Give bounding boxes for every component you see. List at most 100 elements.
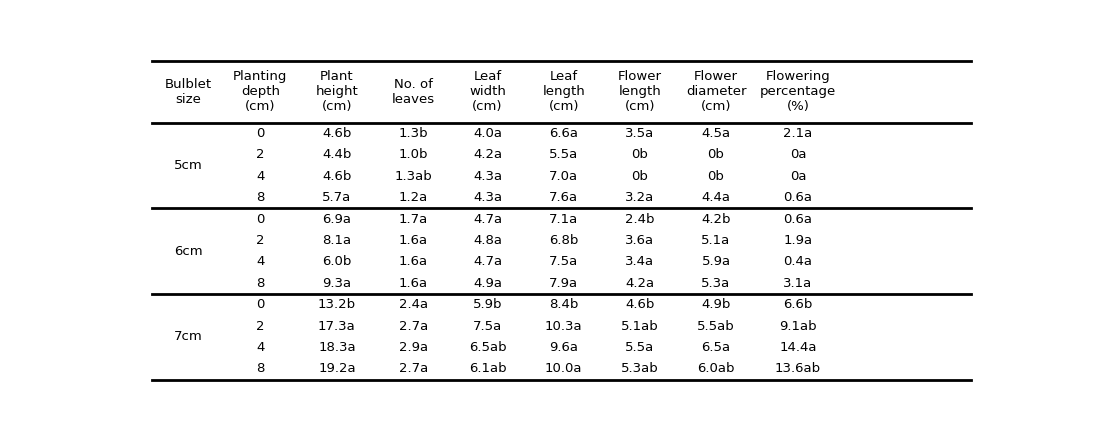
Text: Leaf
length
(cm): Leaf length (cm) <box>543 70 585 113</box>
Text: 5.3a: 5.3a <box>701 277 731 290</box>
Text: 4.6b: 4.6b <box>625 298 654 311</box>
Text: 1.7a: 1.7a <box>399 213 429 226</box>
Text: Planting
depth
(cm): Planting depth (cm) <box>233 70 287 113</box>
Text: 7cm: 7cm <box>174 330 203 344</box>
Text: 17.3a: 17.3a <box>318 320 356 333</box>
Text: 4: 4 <box>256 170 264 183</box>
Text: 2: 2 <box>256 320 264 333</box>
Text: 0a: 0a <box>790 170 807 183</box>
Text: 6.6b: 6.6b <box>784 298 812 311</box>
Text: 4.3a: 4.3a <box>473 191 502 204</box>
Text: 7.6a: 7.6a <box>549 191 579 204</box>
Text: 5.5ab: 5.5ab <box>697 320 735 333</box>
Text: 0: 0 <box>256 213 264 226</box>
Text: 0a: 0a <box>790 149 807 161</box>
Text: 14.4a: 14.4a <box>779 341 817 354</box>
Text: 0: 0 <box>256 127 264 140</box>
Text: 6cm: 6cm <box>174 245 203 258</box>
Text: 2.7a: 2.7a <box>399 320 429 333</box>
Text: 6.0b: 6.0b <box>322 255 352 269</box>
Text: 6.1ab: 6.1ab <box>469 362 506 375</box>
Text: 0b: 0b <box>708 149 724 161</box>
Text: 2.9a: 2.9a <box>399 341 429 354</box>
Text: 2.7a: 2.7a <box>399 362 429 375</box>
Text: Bulblet
size: Bulblet size <box>164 78 212 106</box>
Text: 9.6a: 9.6a <box>549 341 579 354</box>
Text: 19.2a: 19.2a <box>318 362 356 375</box>
Text: 8: 8 <box>256 277 264 290</box>
Text: No. of
leaves: No. of leaves <box>392 78 435 106</box>
Text: 1.3ab: 1.3ab <box>395 170 432 183</box>
Text: Flower
diameter
(cm): Flower diameter (cm) <box>686 70 746 113</box>
Text: 1.3b: 1.3b <box>399 127 429 140</box>
Text: 0: 0 <box>256 298 264 311</box>
Text: 1.6a: 1.6a <box>399 255 429 269</box>
Text: 0.6a: 0.6a <box>784 213 812 226</box>
Text: 10.0a: 10.0a <box>545 362 582 375</box>
Text: 3.2a: 3.2a <box>626 191 654 204</box>
Text: 3.6a: 3.6a <box>626 234 654 247</box>
Text: 3.1a: 3.1a <box>784 277 812 290</box>
Text: 5.9b: 5.9b <box>472 298 502 311</box>
Text: 4.4a: 4.4a <box>701 191 731 204</box>
Text: 8: 8 <box>256 191 264 204</box>
Text: 4.2a: 4.2a <box>473 149 502 161</box>
Text: 4.7a: 4.7a <box>473 255 502 269</box>
Text: Flowering
percentage
(%): Flowering percentage (%) <box>760 70 836 113</box>
Text: 0.6a: 0.6a <box>784 191 812 204</box>
Text: 0b: 0b <box>631 170 649 183</box>
Text: 6.9a: 6.9a <box>322 213 352 226</box>
Text: 3.4a: 3.4a <box>626 255 654 269</box>
Text: 8.4b: 8.4b <box>549 298 579 311</box>
Text: Leaf
width
(cm): Leaf width (cm) <box>469 70 506 113</box>
Text: 4.2b: 4.2b <box>701 213 731 226</box>
Text: 8: 8 <box>256 362 264 375</box>
Text: 2.4a: 2.4a <box>399 298 429 311</box>
Text: 0b: 0b <box>631 149 649 161</box>
Text: 2: 2 <box>256 234 264 247</box>
Text: 7.0a: 7.0a <box>549 170 579 183</box>
Text: 4.6b: 4.6b <box>322 170 352 183</box>
Text: 13.6ab: 13.6ab <box>775 362 821 375</box>
Text: 4.9b: 4.9b <box>701 298 731 311</box>
Text: 4.0a: 4.0a <box>473 127 502 140</box>
Text: 1.2a: 1.2a <box>399 191 429 204</box>
Text: 18.3a: 18.3a <box>318 341 356 354</box>
Text: 4.4b: 4.4b <box>322 149 352 161</box>
Text: 5.1ab: 5.1ab <box>621 320 659 333</box>
Text: 1.6a: 1.6a <box>399 277 429 290</box>
Text: 4.6b: 4.6b <box>322 127 352 140</box>
Text: 6.0ab: 6.0ab <box>697 362 734 375</box>
Text: 4.7a: 4.7a <box>473 213 502 226</box>
Text: 6.5a: 6.5a <box>701 341 731 354</box>
Text: 2: 2 <box>256 149 264 161</box>
Text: 7.5a: 7.5a <box>473 320 502 333</box>
Text: 7.1a: 7.1a <box>549 213 579 226</box>
Text: 5.5a: 5.5a <box>549 149 579 161</box>
Text: 13.2b: 13.2b <box>318 298 356 311</box>
Text: 10.3a: 10.3a <box>545 320 583 333</box>
Text: Flower
length
(cm): Flower length (cm) <box>618 70 662 113</box>
Text: Plant
height
(cm): Plant height (cm) <box>316 70 358 113</box>
Text: 6.5ab: 6.5ab <box>469 341 506 354</box>
Text: 7.9a: 7.9a <box>549 277 579 290</box>
Text: 5.1a: 5.1a <box>701 234 731 247</box>
Text: 3.5a: 3.5a <box>626 127 654 140</box>
Text: 1.0b: 1.0b <box>399 149 429 161</box>
Text: 4: 4 <box>256 255 264 269</box>
Text: 8.1a: 8.1a <box>322 234 352 247</box>
Text: 6.8b: 6.8b <box>549 234 579 247</box>
Text: 4.3a: 4.3a <box>473 170 502 183</box>
Text: 9.1ab: 9.1ab <box>779 320 817 333</box>
Text: 1.6a: 1.6a <box>399 234 429 247</box>
Text: 5.9a: 5.9a <box>701 255 731 269</box>
Text: 5.5a: 5.5a <box>626 341 654 354</box>
Text: 1.9a: 1.9a <box>784 234 812 247</box>
Text: 4: 4 <box>256 341 264 354</box>
Text: 0.4a: 0.4a <box>784 255 812 269</box>
Text: 4.2a: 4.2a <box>626 277 654 290</box>
Text: 5cm: 5cm <box>174 159 203 172</box>
Text: 4.9a: 4.9a <box>473 277 502 290</box>
Text: 2.1a: 2.1a <box>784 127 812 140</box>
Text: 7.5a: 7.5a <box>549 255 579 269</box>
